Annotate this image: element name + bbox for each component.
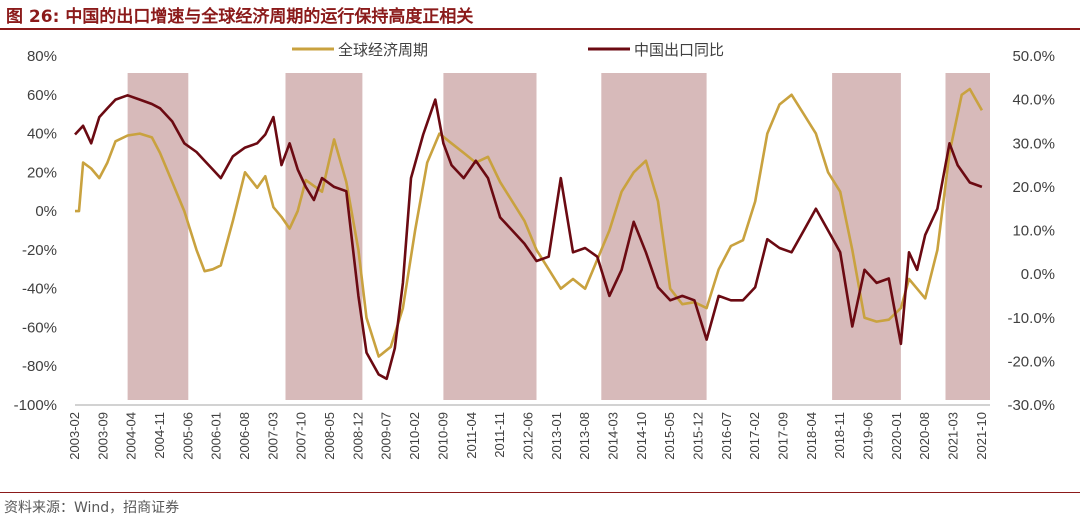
right-tick-label: 20.0% bbox=[1012, 179, 1055, 196]
x-tick-label: 2021-03 bbox=[946, 412, 961, 460]
x-tick-label: 2018-11 bbox=[832, 412, 847, 459]
x-tick-label: 2016-07 bbox=[719, 412, 734, 460]
right-tick-label: 10.0% bbox=[1012, 223, 1055, 240]
x-tick-label: 2005-06 bbox=[180, 412, 195, 460]
x-tick-label: 2012-06 bbox=[521, 412, 536, 460]
shaded-period-2 bbox=[285, 73, 363, 400]
shaded-period-6 bbox=[945, 73, 990, 400]
left-tick-label: 60% bbox=[27, 87, 57, 104]
x-tick-label: 2007-10 bbox=[294, 412, 309, 460]
series-line-1 bbox=[75, 87, 984, 358]
left-tick-label: 20% bbox=[27, 164, 57, 181]
left-tick-label: -60% bbox=[22, 319, 57, 336]
series-lines bbox=[74, 87, 984, 381]
right-tick-label: 50.0% bbox=[1012, 48, 1055, 65]
x-tick-label: 2006-01 bbox=[209, 412, 224, 460]
title-rule bbox=[0, 28, 1080, 30]
line-chart: 80% 60% 40% 20% 0% -20% -40% -60% -80% -100% 50.0… bbox=[14, 41, 1055, 460]
x-tick-label: 2008-05 bbox=[322, 412, 337, 460]
right-tick-label: -30.0% bbox=[1007, 397, 1055, 414]
x-tick-label: 2011-04 bbox=[464, 412, 479, 459]
figure-number: 图 26: bbox=[6, 7, 60, 27]
legend: 全球经济周期 中国出口同比 bbox=[292, 41, 724, 59]
right-tick-label: 40.0% bbox=[1012, 92, 1055, 109]
x-tick-label: 2020-08 bbox=[917, 412, 932, 460]
x-tick-label: 2011-11 bbox=[492, 412, 507, 458]
x-tick-label: 2009-07 bbox=[379, 412, 394, 460]
right-tick-label: -20.0% bbox=[1007, 353, 1055, 370]
figure-title: 图 26: 中国的出口增速与全球经济周期的运行保持高度正相关 bbox=[6, 2, 473, 27]
left-tick-label: -80% bbox=[22, 358, 57, 375]
x-tick-label: 2021-10 bbox=[974, 412, 989, 460]
x-tick-label: 2017-09 bbox=[776, 412, 791, 460]
left-tick-label: 40% bbox=[27, 126, 57, 143]
x-tick-label: 2004-04 bbox=[124, 412, 139, 460]
right-axis-ticks: 50.0% 40.0% 30.0% 20.0% 10.0% 0.0% -10.0% -20.0… bbox=[1007, 48, 1055, 414]
figure-title-text: 中国的出口增速与全球经济周期的运行保持高度正相关 bbox=[65, 7, 474, 27]
left-tick-label: 80% bbox=[27, 48, 57, 65]
left-tick-label: -40% bbox=[22, 281, 57, 298]
x-tick-label: 2010-02 bbox=[407, 412, 422, 460]
right-tick-label: 30.0% bbox=[1012, 135, 1055, 152]
x-tick-label: 2003-09 bbox=[95, 412, 110, 460]
x-tick-label: 2014-03 bbox=[606, 412, 621, 460]
shaded-periods bbox=[127, 73, 990, 400]
x-tick-label: 2013-01 bbox=[549, 412, 564, 460]
x-tick-label: 2003-02 bbox=[67, 412, 82, 460]
left-tick-label: -100% bbox=[14, 397, 57, 414]
left-axis-ticks: 80% 60% 40% 20% 0% -20% -40% -60% -80% -100% bbox=[14, 48, 57, 414]
right-tick-label: 0.0% bbox=[1021, 266, 1055, 283]
x-tick-label: 2014-10 bbox=[634, 412, 649, 460]
series-line-2 bbox=[74, 94, 983, 381]
left-tick-label: 0% bbox=[35, 203, 57, 220]
shaded-period-1 bbox=[127, 73, 189, 400]
x-tick-label: 2006-08 bbox=[237, 412, 252, 460]
x-tick-label: 2007-03 bbox=[265, 412, 280, 460]
x-tick-label: 2020-01 bbox=[889, 412, 904, 460]
left-tick-label: -20% bbox=[22, 242, 57, 259]
source-rule bbox=[0, 492, 1080, 493]
shaded-period-5 bbox=[832, 73, 901, 400]
x-tick-label: 2013-08 bbox=[577, 412, 592, 460]
x-tick-label: 2015-12 bbox=[691, 412, 706, 460]
x-axis: 2003-02 2003-09 2004-04 2004-11 2005-06 2006-… bbox=[67, 404, 990, 460]
shaded-period-3 bbox=[443, 73, 537, 400]
x-tick-label: 2017-02 bbox=[747, 412, 762, 460]
x-tick-label: 2018-04 bbox=[804, 412, 819, 460]
source-note: 资料来源：Wind，招商证券 bbox=[4, 500, 180, 516]
x-tick-label: 2008-12 bbox=[350, 412, 365, 460]
legend-label-1: 全球经济周期 bbox=[338, 41, 428, 59]
legend-label-2: 中国出口同比 bbox=[634, 41, 724, 59]
x-tick-label: 2019-06 bbox=[861, 412, 876, 460]
x-tick-label: 2015-05 bbox=[662, 412, 677, 460]
x-tick-label: 2010-09 bbox=[435, 412, 450, 460]
shaded-period-4 bbox=[601, 73, 707, 400]
right-tick-label: -10.0% bbox=[1007, 310, 1055, 327]
x-tick-label: 2004-11 bbox=[152, 412, 167, 459]
